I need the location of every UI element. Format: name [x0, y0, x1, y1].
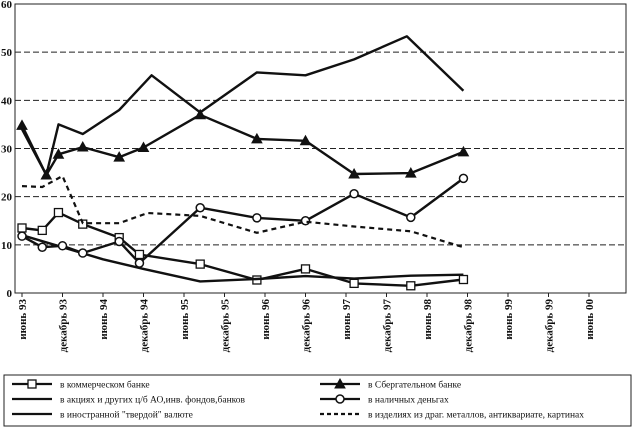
data-point: [114, 236, 124, 247]
x-tick-label: июнь 99: [503, 299, 515, 340]
series-5: [21, 174, 464, 249]
data-point: [349, 278, 359, 289]
legend-entry: в Сбергательном банке: [320, 377, 461, 391]
data-point: [458, 274, 469, 285]
x-tick-labels: июнь 93 декабрь 93 июнь 94 декабрь 94 июнь 9…: [17, 299, 596, 353]
series-line: [21, 234, 464, 283]
data-point: [457, 145, 470, 157]
data-point: [78, 248, 88, 258]
data-point: [349, 189, 359, 199]
x-tick-label: июнь 94: [98, 299, 110, 340]
data-point: [37, 225, 47, 236]
series-line: [20, 113, 464, 177]
data-point: [57, 241, 68, 251]
data-point: [16, 119, 28, 130]
y-tick-label: 10: [1, 240, 13, 252]
legend-label: в иностранной "твердой" валюте: [60, 410, 193, 421]
x-tick-label: декабрь 95: [220, 299, 232, 353]
data-point: [113, 151, 126, 162]
series-line: [21, 177, 465, 265]
x-tick-label: июнь 95: [179, 299, 191, 340]
x-tick-label: декабрь 98: [463, 299, 475, 353]
legend: в коммерческом банке в акциях и других ц/…: [3, 374, 632, 427]
data-point: [458, 173, 469, 184]
legend-entry: в наличных деньгах: [320, 394, 449, 406]
y-tick-label: 60: [1, 0, 13, 11]
data-point: [134, 258, 145, 268]
legend-label: в коммерческом банке: [60, 380, 150, 391]
series-line: [20, 35, 465, 177]
x-tick-label: июнь 98: [422, 299, 434, 340]
data-point: [40, 168, 53, 180]
legend-box: [3, 374, 632, 427]
data-point: [134, 249, 145, 260]
y-tick-labels: 0 10 20 30 40 50 60: [1, 0, 13, 300]
legend-label: в изделиях из драг. металлов, антиквариа…: [368, 411, 584, 421]
grid: [15, 3, 626, 246]
data-point: [406, 281, 416, 291]
data-point: [334, 377, 346, 389]
x-tick-label: июнь 97: [341, 299, 353, 340]
data-point: [17, 223, 27, 233]
legend-entry: в изделиях из драг. металлов, антиквариа…: [320, 411, 584, 421]
data-point: [300, 216, 311, 226]
x-tick-label: июнь 00: [584, 299, 596, 340]
x-tick-label: декабрь 93: [58, 299, 70, 353]
series-2: [20, 35, 465, 177]
series-4: [17, 173, 469, 268]
plot-frame: [14, 3, 627, 294]
data-point: [348, 167, 360, 179]
series-1: [21, 234, 464, 283]
legend-entry: в коммерческом банке: [12, 379, 150, 391]
legend-entry: в акциях и других ц/б АО,инв. фондов,бан…: [12, 395, 246, 406]
data-point: [194, 108, 207, 120]
data-point: [300, 264, 311, 274]
x-tick-label: декабрь 94: [139, 299, 151, 353]
data-point: [27, 379, 37, 389]
data-point: [53, 207, 64, 218]
series-line: [21, 174, 464, 249]
data-point: [251, 132, 263, 144]
y-tick-label: 40: [1, 95, 13, 107]
data-point: [299, 134, 312, 146]
data-point: [17, 231, 27, 241]
y-tick-label: 0: [7, 288, 13, 300]
axes: [14, 3, 627, 297]
x-tick-label: декабрь 99: [544, 299, 556, 353]
x-tick-label: июнь 93: [17, 299, 29, 340]
y-tick-label: 20: [1, 192, 13, 204]
data-point: [406, 212, 416, 223]
data-point: [52, 148, 65, 159]
legend-label: в наличных деньгах: [368, 396, 449, 406]
series-layer: [16, 35, 470, 291]
data-point: [195, 259, 205, 269]
data-point: [137, 141, 150, 153]
x-tick-label: июнь 96: [260, 299, 272, 340]
series-3: [16, 108, 470, 180]
data-point: [404, 167, 417, 178]
legend-label: в Сбергательном банке: [368, 380, 461, 391]
x-tick-label: декабрь 97: [382, 299, 394, 353]
legend-entry: в иностранной "твердой" валюте: [12, 410, 193, 421]
data-point: [252, 213, 262, 223]
data-point: [37, 242, 47, 252]
y-tick-label: 50: [1, 47, 13, 59]
legend-label: в акциях и других ц/б АО,инв. фондов,бан…: [60, 395, 246, 406]
data-point: [195, 202, 205, 213]
y-tick-label: 30: [1, 144, 13, 156]
x-tick-label: декабрь 96: [301, 299, 313, 353]
data-point: [335, 394, 345, 404]
data-point: [76, 141, 89, 152]
